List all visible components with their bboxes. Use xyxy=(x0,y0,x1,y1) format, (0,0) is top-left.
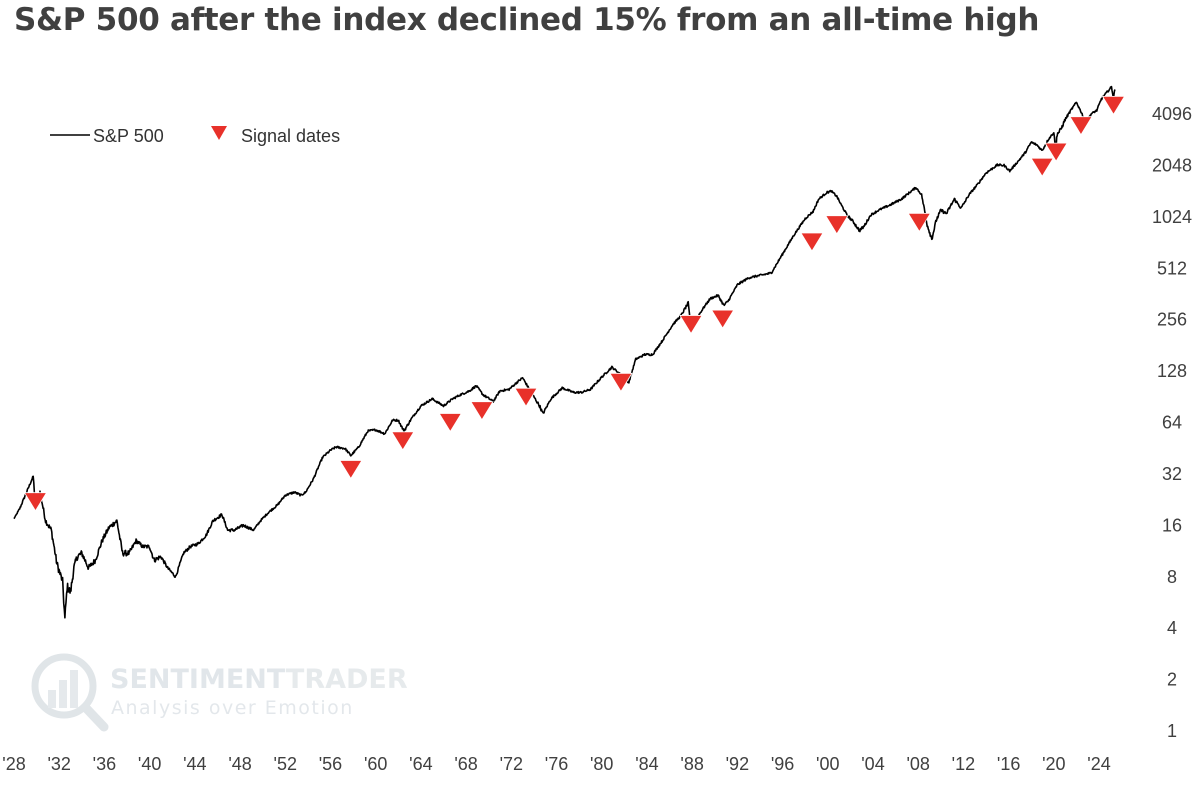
x-tick-label: '92 xyxy=(726,754,749,774)
x-tick-label: '40 xyxy=(138,754,161,774)
x-tick-label: '36 xyxy=(93,754,116,774)
x-axis: '28 '32 '36 '40 '44 '48 '52 '56 '60 '64 '68 '72 '76 '… xyxy=(2,754,1111,774)
series-layer xyxy=(13,85,1116,619)
watermark-bar-1 xyxy=(48,690,56,708)
watermark-brand-part2: TRADER xyxy=(286,664,408,695)
y-tick-label: 512 xyxy=(1157,258,1187,278)
x-tick-label: '00 xyxy=(816,754,839,774)
watermark-logo-icon xyxy=(31,653,97,719)
y-tick-label: 16 xyxy=(1162,515,1182,535)
signal-marker xyxy=(514,387,538,407)
signal-marker xyxy=(609,372,633,393)
x-tick-label: '12 xyxy=(952,754,975,774)
watermark: SENTIMENTTRADER Analysis over Emotion xyxy=(31,653,408,732)
watermark-tagline: Analysis over Emotion xyxy=(111,697,354,719)
x-tick-label: '08 xyxy=(906,754,929,774)
x-tick-label: '56 xyxy=(319,754,342,774)
x-tick-label: '24 xyxy=(1087,754,1110,774)
watermark-bar-2 xyxy=(59,680,67,708)
x-tick-label: '96 xyxy=(771,754,794,774)
y-tick-label: 2 xyxy=(1167,670,1177,690)
signal-marker xyxy=(907,212,932,233)
signal-marker xyxy=(679,315,703,335)
x-tick-label: '48 xyxy=(228,754,251,774)
x-tick-label: '04 xyxy=(861,754,884,774)
signal-marker xyxy=(391,431,415,451)
y-tick-label: 4 xyxy=(1167,618,1177,638)
x-tick-label: '44 xyxy=(183,754,206,774)
signal-marker xyxy=(1069,116,1093,136)
y-tick-label: 256 xyxy=(1157,310,1187,330)
signal-marker xyxy=(339,460,363,480)
y-tick-label: 64 xyxy=(1162,413,1182,433)
signal-marker xyxy=(438,413,462,433)
series-line-sp500 xyxy=(13,85,1116,619)
x-tick-label: '16 xyxy=(997,754,1020,774)
x-tick-label: '60 xyxy=(364,754,387,774)
y-axis: 1 2 4 8 16 32 64 128 256 512 1024 2048 4096 xyxy=(1152,104,1192,741)
signal-marker xyxy=(800,232,824,252)
signal-marker xyxy=(710,309,735,329)
signal-markers xyxy=(23,95,1126,512)
signal-marker xyxy=(1101,95,1126,116)
watermark-magnifier-handle xyxy=(81,703,109,732)
watermark-bar-3 xyxy=(70,670,78,708)
x-tick-label: '32 xyxy=(47,754,70,774)
signal-marker xyxy=(470,401,494,421)
y-tick-label: 1 xyxy=(1167,721,1177,741)
x-tick-label: '84 xyxy=(635,754,658,774)
y-tick-label: 4096 xyxy=(1152,104,1192,124)
x-tick-label: '52 xyxy=(274,754,297,774)
x-tick-label: '28 xyxy=(2,754,25,774)
x-tick-label: '72 xyxy=(500,754,523,774)
y-tick-label: 32 xyxy=(1162,464,1182,484)
watermark-brand: SENTIMENTTRADER xyxy=(110,664,408,695)
legend-label-sp500: S&P 500 xyxy=(93,126,164,146)
signal-marker xyxy=(23,492,48,512)
legend-label-signal-dates: Signal dates xyxy=(241,126,340,146)
x-tick-label: '64 xyxy=(409,754,432,774)
legend-signal-swatch xyxy=(211,126,227,140)
x-tick-label: '20 xyxy=(1042,754,1065,774)
signal-marker xyxy=(825,215,849,235)
watermark-brand-part1: SENTIMENT xyxy=(110,664,286,695)
y-tick-label: 128 xyxy=(1157,361,1187,381)
y-tick-label: 1024 xyxy=(1152,207,1192,227)
x-tick-label: '68 xyxy=(454,754,477,774)
y-tick-label: 8 xyxy=(1167,567,1177,587)
signal-marker xyxy=(1044,142,1068,162)
x-tick-label: '88 xyxy=(680,754,703,774)
y-tick-label: 2048 xyxy=(1152,155,1192,175)
x-tick-label: '76 xyxy=(545,754,568,774)
chart-title: S&P 500 after the index declined 15% fro… xyxy=(14,2,1040,38)
legend: S&P 500 Signal dates xyxy=(50,126,340,146)
signal-marker xyxy=(1030,157,1054,177)
x-tick-label: '80 xyxy=(590,754,613,774)
